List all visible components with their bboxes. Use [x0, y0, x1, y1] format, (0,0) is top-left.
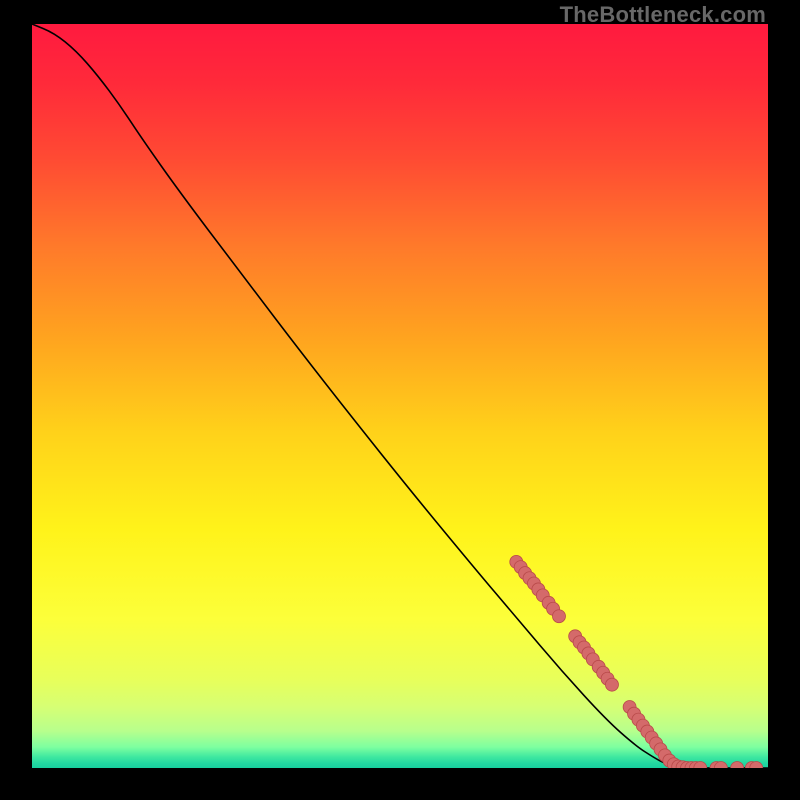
- bottleneck-curve-plot: [32, 24, 768, 768]
- plot-background: [32, 24, 768, 768]
- curve-marker: [552, 610, 565, 623]
- chart-frame: TheBottleneck.com: [0, 0, 800, 800]
- curve-marker: [605, 678, 618, 691]
- watermark-text: TheBottleneck.com: [560, 2, 766, 28]
